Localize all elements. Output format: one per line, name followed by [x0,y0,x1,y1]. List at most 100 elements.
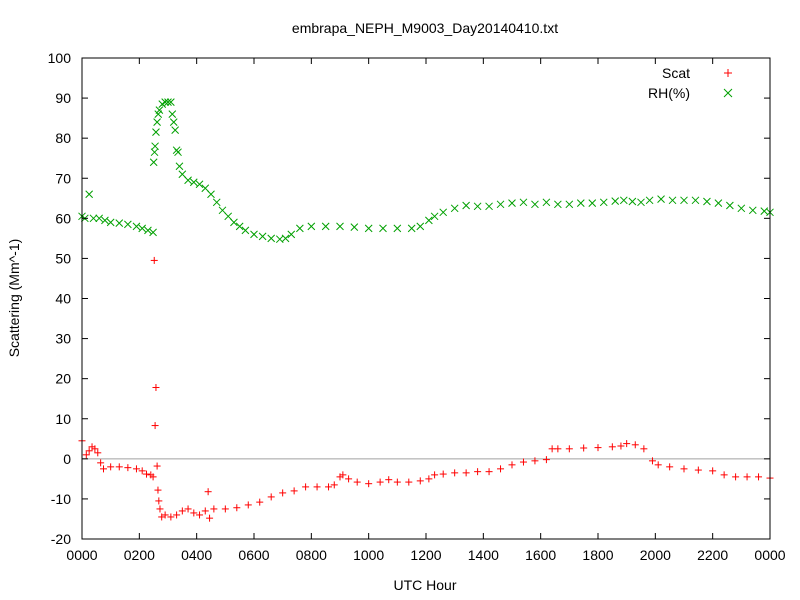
data-point [97,459,105,467]
data-point [666,463,674,471]
data-point [576,199,585,207]
data-point [195,180,204,189]
data-point [115,219,124,227]
data-point [680,196,688,205]
data-point [393,224,402,233]
data-point [450,204,459,213]
data-point [210,505,218,513]
data-point [364,224,373,233]
data-point [608,443,616,451]
data-point [91,445,99,453]
data-point [138,224,147,233]
data-point [542,198,551,207]
data-point [405,478,413,486]
data-point [631,441,639,449]
data-point [178,507,186,515]
x-tick-label: 1600 [525,547,556,563]
x-tick-label: 1800 [582,547,613,563]
data-point [190,509,198,517]
x-tick-label: 1400 [468,547,499,563]
data-point [174,148,182,157]
data-point [474,468,482,476]
data-point [221,505,229,513]
data-point [645,196,654,205]
data-point [416,222,425,231]
legend: Scat RH(%) [648,65,733,101]
data-point [519,198,528,207]
y-tick-label: 20 [55,371,71,387]
data-point [244,501,252,509]
data-point [152,128,160,137]
data-point [748,206,757,215]
data-point [565,200,574,209]
data-point [485,202,493,211]
data-point [385,476,393,484]
data-point [619,196,628,205]
data-point [439,208,448,217]
data-point [611,197,620,205]
data-point [726,201,734,210]
data-point [637,198,645,207]
y-tick-label: 0 [63,451,71,467]
data-point [173,511,181,519]
data-point [325,483,333,491]
data-point [580,444,588,452]
series-rh [78,98,774,244]
data-point [508,199,516,207]
data-point [115,463,123,471]
data-point [365,480,373,488]
data-point [153,118,161,126]
data-point [107,463,115,471]
data-point [425,475,433,483]
data-point [519,458,527,466]
data-point [153,462,161,470]
data-point [156,505,164,513]
data-point [151,422,159,430]
data-point [287,230,296,239]
data-point [94,449,102,457]
data-point [542,456,550,464]
data-point [258,232,267,241]
data-point [599,198,608,207]
y-tick-label: 70 [55,170,71,186]
x-tick-label: 2200 [697,547,728,563]
plot-content [78,98,774,522]
x-tick-label: 0400 [181,547,212,563]
data-point [290,487,298,495]
data-point [267,493,275,501]
data-point [161,511,169,519]
data-point [85,447,93,455]
data-point [206,514,214,522]
data-point [132,465,140,473]
y-tick-label: 100 [48,50,72,66]
data-point [554,445,562,453]
legend-label: RH(%) [648,85,690,101]
y-tick-label: 60 [55,210,71,226]
data-point [212,198,221,207]
data-point [149,228,157,237]
data-point [654,461,662,469]
data-point [89,214,98,223]
data-point [431,471,439,479]
data-point [150,148,159,157]
data-point [321,222,330,231]
data-point [588,199,597,207]
data-point [709,467,717,475]
data-point [379,224,387,233]
data-point [330,481,338,489]
x-tick-label: 1000 [353,547,384,563]
data-point [161,98,169,106]
data-point [439,470,447,478]
data-point [668,196,677,205]
x-tick-label: 0000 [66,547,97,563]
data-point [224,212,233,221]
data-point [462,469,470,477]
data-point [207,190,215,199]
legend-marker [724,69,732,77]
y-tick-label: 50 [55,250,71,266]
y-tick-label: 80 [55,130,71,146]
data-point [425,216,433,225]
data-point [313,483,321,491]
legend-marker [723,88,733,98]
